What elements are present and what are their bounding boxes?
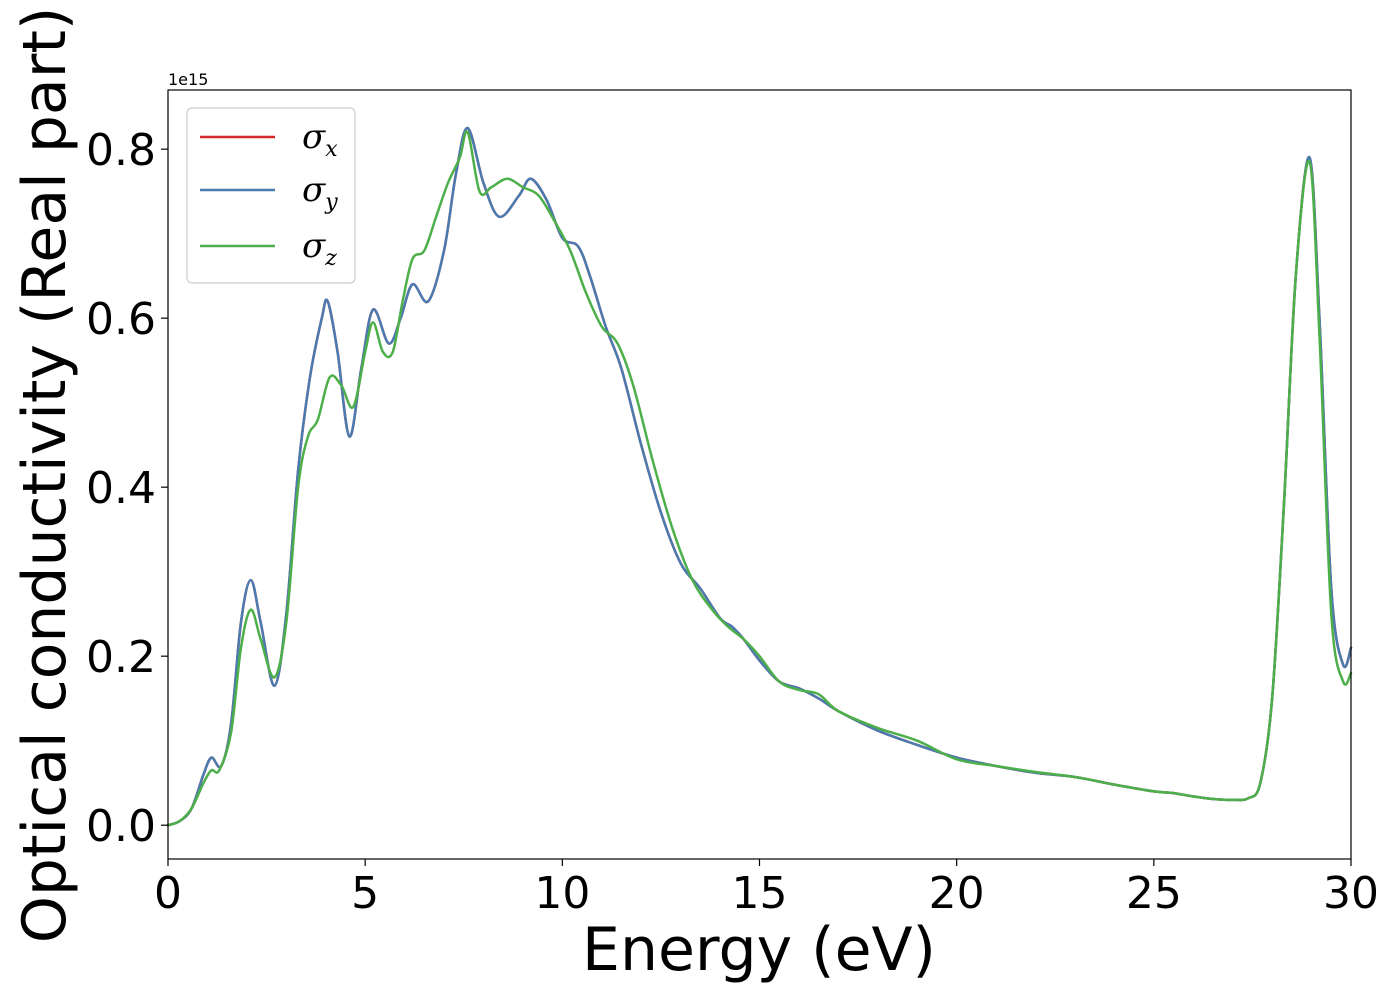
x-tick-label: 15 <box>732 868 788 919</box>
y-axis-ticks: 0.0 0.2 0.4 0.6 0.8 <box>86 125 168 852</box>
x-tick-label: 5 <box>351 868 379 919</box>
legend-label-y: σy <box>302 170 338 215</box>
series-line-z <box>166 130 1353 827</box>
legend: σx σy σz <box>186 107 356 284</box>
x-tick-label: 25 <box>1126 868 1182 919</box>
y-tick-label: 0.2 <box>86 632 156 683</box>
x-tick-label: 20 <box>929 868 985 919</box>
x-tick-label: 10 <box>534 868 590 919</box>
y-tick-label: 0.0 <box>86 801 156 852</box>
y-tick-label: 0.8 <box>86 125 156 176</box>
x-axis-title: Energy (eV) <box>582 915 936 985</box>
x-tick-label: 30 <box>1323 868 1379 919</box>
series-layer <box>166 126 1353 827</box>
y-offset-label: 1e15 <box>168 70 208 89</box>
y-axis-title: Optical conductivity (Real part) <box>10 7 80 944</box>
legend-label-z: σz <box>302 226 337 271</box>
legend-label-x: σx <box>302 117 338 162</box>
legend-entries: σx σy σz <box>200 117 338 271</box>
x-axis-ticks: 0 5 10 15 20 25 30 <box>154 859 1379 919</box>
legend-box <box>186 107 356 284</box>
y-tick-label: 0.6 <box>86 294 156 345</box>
y-tick-label: 0.4 <box>86 463 156 514</box>
x-tick-label: 0 <box>154 868 182 919</box>
